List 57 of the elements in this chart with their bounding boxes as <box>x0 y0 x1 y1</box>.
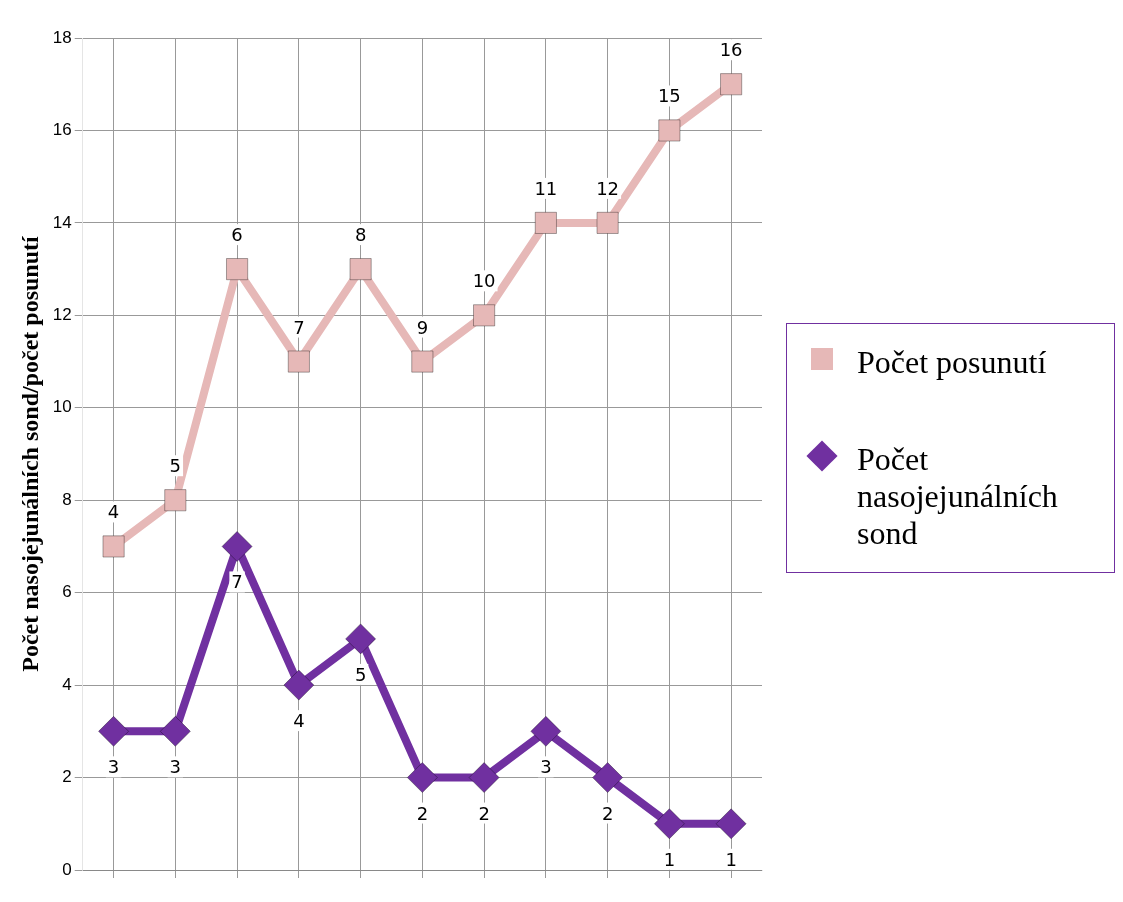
point <box>592 762 624 794</box>
y-tick-label: 18 <box>52 27 72 47</box>
point <box>164 489 187 512</box>
data-label: 7 <box>231 571 243 593</box>
data-label: 2 <box>478 802 490 824</box>
annotation: 6 <box>231 224 243 246</box>
point <box>720 73 743 96</box>
point <box>473 304 496 327</box>
point <box>411 350 434 373</box>
annotation: 16 <box>719 39 743 61</box>
point <box>596 211 619 234</box>
y-tick-label: 6 <box>62 582 72 602</box>
point <box>349 258 372 281</box>
data-label: 1 <box>663 848 676 870</box>
data-label: 3 <box>169 756 182 778</box>
data-label: 3 <box>107 756 120 778</box>
y-tick-label: 16 <box>52 120 72 140</box>
legend-label: Počet posunutí <box>857 344 1047 381</box>
data-label: 1 <box>725 848 737 870</box>
point <box>221 530 253 562</box>
y-tick-label: 12 <box>52 305 72 325</box>
point <box>98 715 130 747</box>
point <box>287 350 310 373</box>
y-axis-title: Počet nasojejunálních sond/počet posunutí <box>16 235 43 672</box>
annotation: 9 <box>416 316 429 338</box>
annotation: 15 <box>657 85 681 107</box>
point <box>225 258 249 281</box>
data-label: 5 <box>354 663 367 685</box>
data-label: 4 <box>293 710 305 732</box>
point <box>530 715 562 747</box>
point <box>658 119 681 142</box>
point <box>159 715 191 747</box>
point <box>102 535 125 558</box>
annotation: 5 <box>169 455 182 477</box>
annotation: 11 <box>534 177 558 199</box>
point <box>283 669 315 701</box>
point <box>534 211 557 234</box>
data-label: 2 <box>601 802 614 824</box>
annotation: 10 <box>472 270 496 292</box>
point <box>715 808 747 840</box>
y-tick-label: 14 <box>52 212 72 232</box>
point <box>345 623 377 655</box>
point <box>653 808 685 840</box>
y-tick-label: 10 <box>52 397 72 417</box>
y-tick-label: 8 <box>62 489 72 509</box>
annotation: 7 <box>293 316 305 338</box>
y-tick-label: 4 <box>62 674 72 694</box>
legend-label: Počet nasojejunálních sond <box>857 441 1059 552</box>
y-tick-label: 0 <box>62 859 72 879</box>
point <box>468 762 500 794</box>
data-label: 3 <box>540 756 552 778</box>
y-tick-label: 2 <box>62 767 72 787</box>
annotation: 8 <box>354 224 367 246</box>
annotation: 4 <box>107 501 120 523</box>
point <box>406 762 438 794</box>
annotation: 12 <box>596 177 620 199</box>
data-label: 2 <box>416 802 429 824</box>
